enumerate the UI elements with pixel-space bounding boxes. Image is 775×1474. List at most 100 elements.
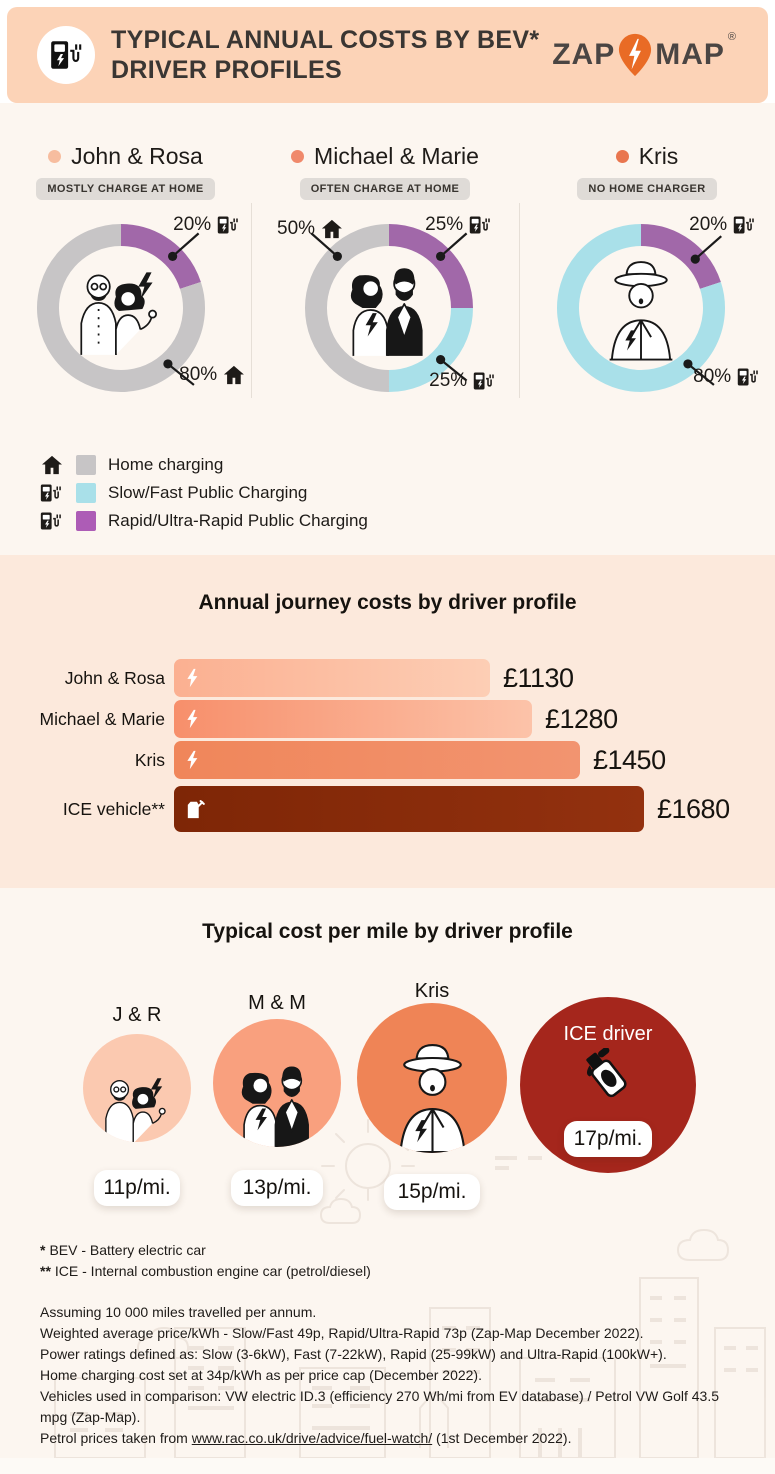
charging-legend: Home charging Slow/Fast Public Charging … [40,451,775,535]
logo-zap-text: ZAP [552,38,616,71]
bar-row-ice: ICE vehicle** £1680 [0,786,775,832]
profile-badge: MOSTLY CHARGE AT HOME [36,178,215,200]
assumption-line: Home charging cost set at 34p/kWh as per… [40,1367,482,1383]
donut-callout-value: 20% [173,214,212,235]
legend-swatch [76,455,96,475]
per-mile-value-mm: 13p/mi. [231,1170,323,1206]
ice-driver-label: ICE driver [563,1023,653,1045]
bottom-strip [0,1458,775,1474]
per-mile-circle-ice: ICE driver 17p/mi. [520,997,696,1173]
profile-badge: OFTEN CHARGE AT HOME [299,178,471,200]
donut-callout: 20% [689,214,757,236]
donut-callout-value: 25% [429,370,468,391]
bar-label: Kris [134,749,165,770]
bar-chart-title: Annual journey costs by driver profile [198,591,577,614]
per-mile-value-jr: 11p/mi. [94,1170,180,1206]
legend-label: Home charging [108,455,224,474]
fuel-watch-link[interactable]: www.rac.co.uk/drive/advice/fuel-watch/ [191,1430,433,1446]
per-mile-label-kris: Kris [414,980,450,1002]
bar [174,700,532,738]
per-mile-value-kris: 15p/mi. [384,1174,480,1210]
bar-value: £1280 [545,703,618,734]
bar [174,741,580,779]
donut-callout-value: 80% [693,366,732,387]
legend-swatch [76,483,96,503]
footnote-ice: ICE - Internal combustion engine car (pe… [54,1263,371,1279]
ev-charger-icon [37,26,95,84]
bar-value: £1680 [657,793,730,824]
charger-icon [737,367,761,387]
petrol-price-line: Petrol prices taken from www.rac.co.uk/d… [40,1430,572,1446]
home-icon [40,455,64,475]
donut-callout: 25% [429,370,497,392]
charger-icon [469,215,493,235]
donut-callout-value: 50% [277,218,316,239]
bar-label: John & Rosa [64,667,165,688]
bar-value: £1130 [503,662,574,693]
map-pin-bolt-icon [618,33,652,77]
charger-icon [40,483,64,503]
home-icon [223,365,245,385]
bar-value: £1450 [593,744,666,775]
profile-name: John & Rosa [71,143,203,169]
bolt-icon [186,750,199,770]
legend-row: Home charging [40,451,775,479]
home-icon [321,219,343,239]
donut-callout: 50% [277,218,343,240]
profiles-row: John & Rosa MOSTLY CHARGE AT HOME [0,103,775,433]
profile-column-kris: Kris NO HOME CHARGER [519,103,775,433]
registered-mark: ® [727,31,736,43]
per-mile-label-mm: M & M [248,992,306,1014]
charger-icon [40,511,64,531]
cost-per-mile-title: Typical cost per mile by driver profile [202,920,573,943]
per-mile-value-ice: 17p/mi. [564,1121,652,1157]
per-mile-circle-mm [213,1019,341,1147]
per-mile-circle-kris [357,1003,507,1153]
zapmap-logo: ZAP MAP ® [552,7,736,103]
donut-chart-michael-marie: 25% 25% 50% [251,204,519,422]
bar [174,659,490,697]
profile-column-michael-marie: Michael & Marie OFTEN CHARGE AT HOME [251,103,519,433]
fuel-can-icon [186,799,206,819]
bar [174,786,644,832]
legend-label: Rapid/Ultra-Rapid Public Charging [108,511,368,530]
profile-dot [48,150,62,163]
bolt-icon [186,668,199,688]
annual-costs-section: Annual journey costs by driver profile J… [0,555,775,888]
assumption-line: Power ratings defined as: Slow (3-6kW), … [40,1346,667,1362]
donut-callout: 25% [425,214,493,236]
logo-map-text: MAP [655,38,725,71]
donut-callout: 80% [179,364,245,386]
profile-badge: NO HOME CHARGER [577,178,717,200]
header: TYPICAL ANNUAL COSTS BY BEV* DRIVER PROF… [7,7,768,103]
donut-chart-john-rosa: 20% 80% [0,204,251,422]
page-title: TYPICAL ANNUAL COSTS BY BEV* DRIVER PROF… [111,26,540,84]
cost-per-mile-section: Typical cost per mile by driver profile … [0,888,775,1474]
profile-name: Kris [638,143,679,169]
assumption-line: Assuming 10 000 miles travelled per annu… [40,1304,317,1320]
charging-mix-section: John & Rosa MOSTLY CHARGE AT HOME [0,103,775,555]
bolt-icon [186,709,199,729]
header-wrap: TYPICAL ANNUAL COSTS BY BEV* DRIVER PROF… [0,0,775,103]
bar-row: Kris £1450 [0,741,775,779]
charger-icon [217,215,241,235]
profile-column-john-rosa: John & Rosa MOSTLY CHARGE AT HOME [0,103,251,433]
charger-icon [733,215,757,235]
per-mile-label-jr: J & R [112,1004,162,1026]
column-divider [251,203,252,398]
assumption-line: Vehicles used in comparison: VW electric… [40,1388,720,1425]
assumption-line: Weighted average price/kWh - Slow/Fast 4… [40,1325,644,1341]
fuel-nozzle-icon [520,1048,696,1106]
profile-dot [291,150,305,163]
bar-chart: John & Rosa £1130 Michael & Marie £1280 … [0,659,775,832]
legend-label: Slow/Fast Public Charging [108,483,308,502]
donut-callout: 20% [173,214,241,236]
per-mile-circle-jr [83,1034,191,1142]
donut-chart-kris: 20% 80% [519,204,775,422]
bar-row: John & Rosa £1130 [0,659,775,697]
bar-row: Michael & Marie £1280 [0,700,775,738]
profile-dot [615,150,629,163]
charger-icon [473,371,497,391]
profile-name: Michael & Marie [314,143,479,169]
